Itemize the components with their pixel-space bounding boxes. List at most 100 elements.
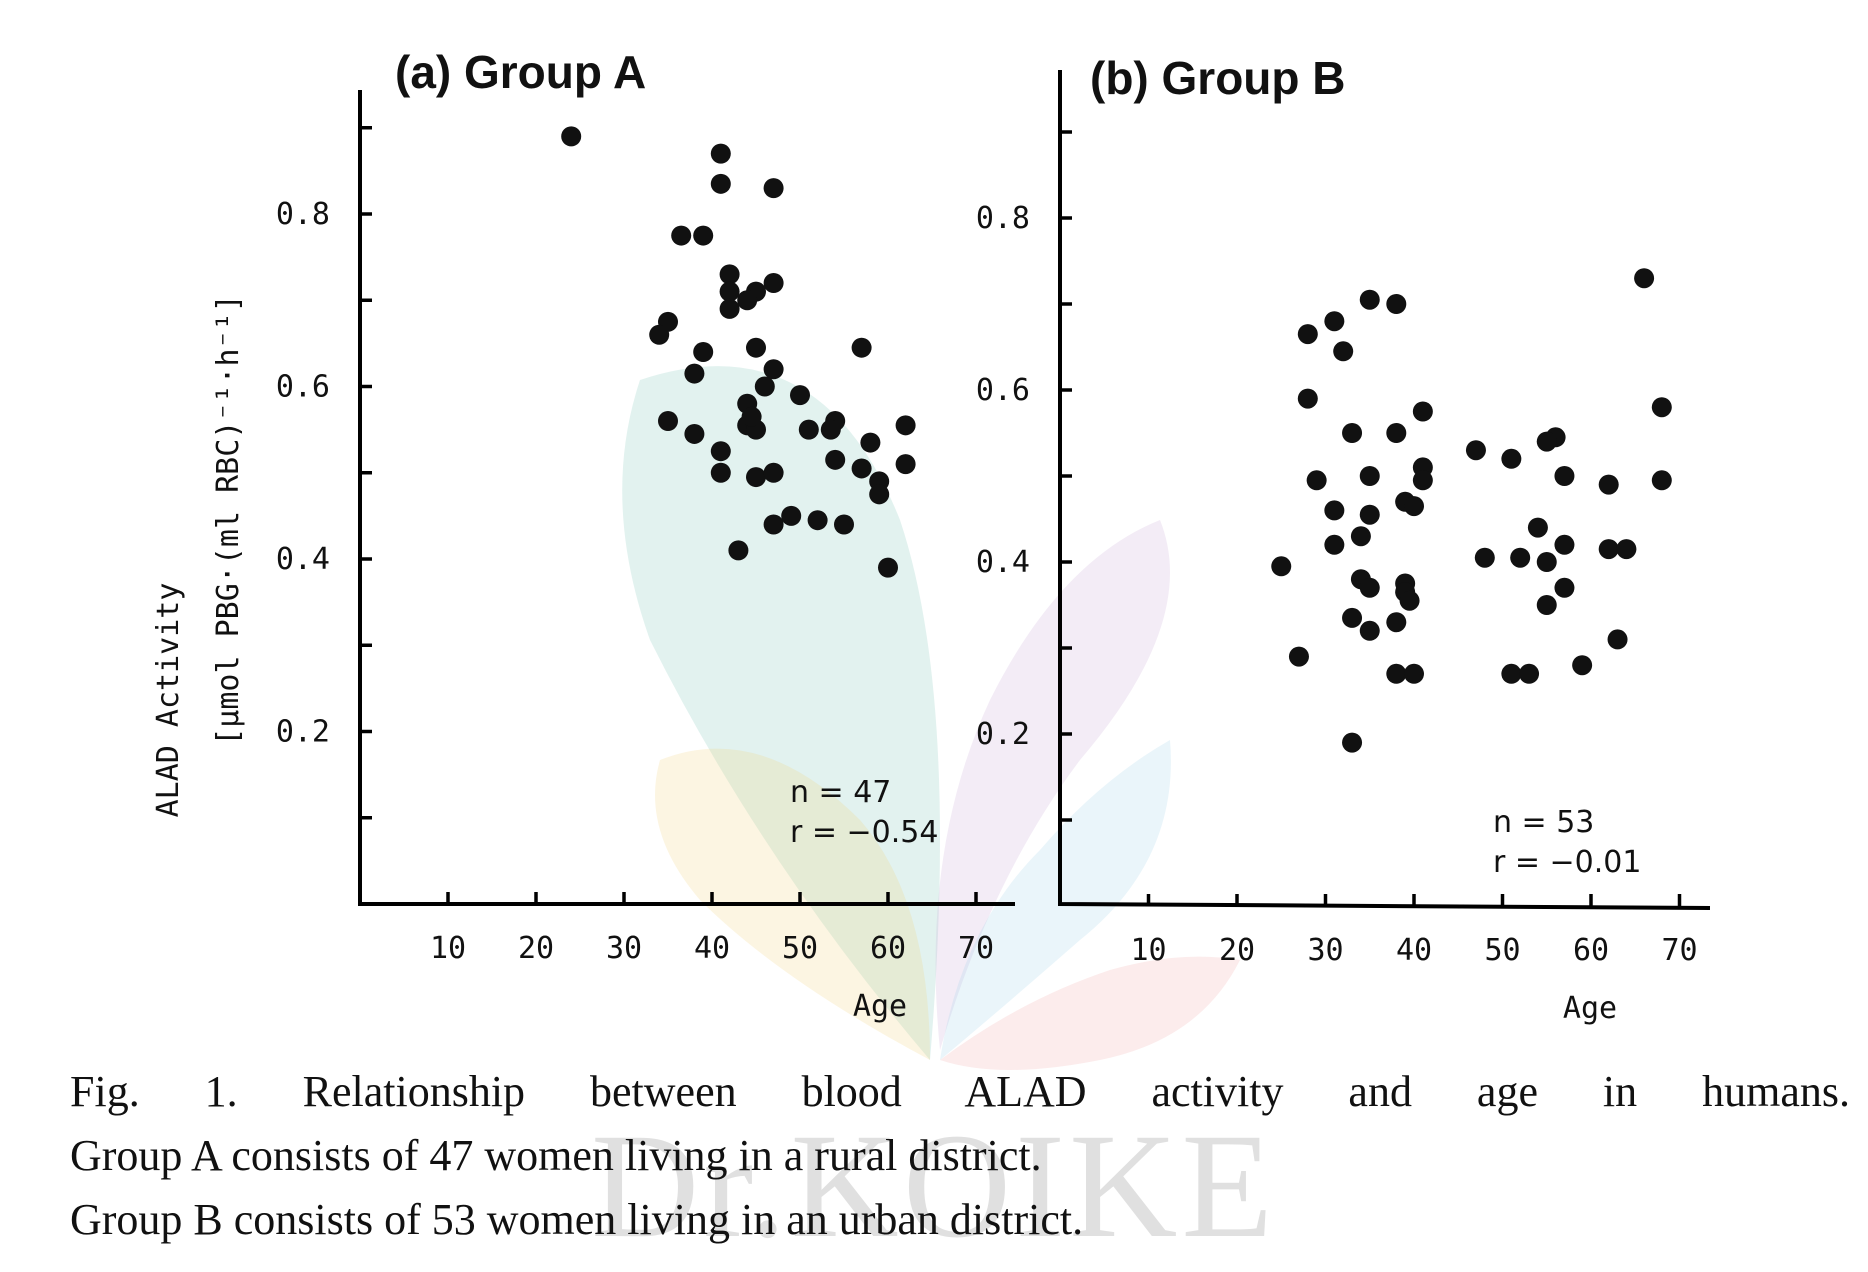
caption-line-2: Group A consists of 47 women living in a…: [70, 1131, 1042, 1180]
figure-caption: Fig. 1. Relationship between blood ALAD …: [70, 1060, 1850, 1252]
data-point: [710, 143, 731, 164]
data-point: [671, 225, 692, 246]
x-tick-label: 10: [430, 931, 466, 966]
data-point: [763, 359, 784, 380]
data-point: [878, 557, 898, 578]
data-point: [1536, 595, 1557, 615]
panel-a-n-label: n = 47: [790, 775, 891, 810]
panel-a-x-title: Age: [853, 989, 907, 1024]
data-point: [684, 363, 705, 384]
data-point: [1297, 324, 1318, 345]
x-tick-label: 10: [1130, 933, 1166, 968]
panel-b-r-label: r = −0.01: [1493, 845, 1641, 880]
data-point: [1386, 612, 1407, 633]
x-tick-label: 60: [870, 931, 906, 966]
x-tick-label: 50: [1484, 933, 1520, 968]
data-point: [1297, 388, 1318, 409]
panel-group-b: (b) Group B 0.20.40.60.8 10 20 30 40 50 60 70 …: [976, 52, 1711, 1026]
panel-a-x-axis: 10 20 30 40 50 60 70: [430, 892, 994, 966]
data-point: [1342, 423, 1363, 443]
y-axis-title: ALAD Activity: [151, 583, 186, 818]
data-point: [1651, 470, 1672, 491]
panel-b-y-axis: 0.2 0.4 0.6 0.8: [976, 130, 1072, 822]
data-point: [798, 419, 819, 440]
data-point: [1634, 268, 1655, 289]
x-tick-label: 30: [1307, 933, 1343, 968]
data-point: [1350, 526, 1371, 547]
data-point: [1501, 448, 1522, 469]
data-point: [895, 454, 916, 475]
data-point: [851, 337, 872, 358]
data-point: [1651, 397, 1672, 418]
x-tick-label: 50: [782, 931, 818, 966]
panel-a-points: [561, 126, 916, 578]
data-point: [869, 484, 890, 505]
data-point: [1536, 431, 1557, 452]
panel-b-axes: [1058, 70, 1711, 910]
panel-b-n-label: n = 53: [1493, 805, 1594, 840]
data-point: [1333, 341, 1354, 362]
x-tick-label: 70: [958, 931, 994, 966]
data-point: [851, 458, 872, 479]
data-point: [1404, 496, 1424, 517]
data-point: [658, 411, 678, 431]
data-point: [1342, 607, 1363, 628]
data-point: [1554, 534, 1575, 555]
data-point: [1554, 577, 1575, 598]
data-point: [1359, 504, 1380, 525]
data-point: [1359, 577, 1380, 598]
panel-b-title: (b) Group B: [1090, 52, 1346, 104]
x-tick-label: 40: [694, 931, 730, 966]
data-point: [1359, 289, 1380, 310]
data-point: [746, 337, 766, 358]
data-point: [1324, 311, 1345, 332]
data-point: [1474, 547, 1495, 568]
data-point: [1359, 620, 1380, 641]
data-point: [807, 510, 828, 531]
data-point: [710, 173, 731, 194]
y-axis-unit: [µmol PBG·(ml RBC)⁻¹·h⁻¹]: [211, 294, 246, 746]
data-point: [1527, 517, 1548, 538]
data-point: [763, 514, 784, 535]
data-point: [649, 324, 670, 345]
caption-line-1: Fig. 1. Relationship between blood ALAD …: [70, 1067, 1850, 1116]
data-point: [710, 441, 731, 462]
data-point: [1501, 663, 1522, 684]
data-point: [561, 126, 582, 147]
panel-b-x-axis: 10 20 30 40 50 60 70: [1130, 894, 1698, 968]
caption-line-3: Group B consists of 53 women living in a…: [70, 1195, 1084, 1244]
panel-b-points: [1271, 268, 1672, 753]
data-point: [746, 467, 766, 488]
data-point: [1324, 534, 1345, 555]
watermark-feathers-icon: [622, 366, 1240, 1070]
data-point: [790, 385, 810, 406]
panel-group-a: (a) Group A 0.20.40.60.8 10 20 30 40 50 60 70 …: [151, 46, 1015, 1024]
y-tick-label: 0.2: [976, 717, 1030, 752]
data-point: [719, 264, 740, 285]
data-point: [825, 449, 846, 470]
x-tick-label: 70: [1661, 933, 1697, 968]
panel-b-x-title: Age: [1563, 991, 1617, 1026]
data-point: [1510, 547, 1531, 568]
data-point: [693, 342, 714, 362]
y-tick-label: 0.8: [976, 201, 1030, 236]
data-point: [763, 273, 784, 293]
y-tick-label: 0.6: [276, 370, 330, 405]
data-point: [781, 505, 802, 526]
data-point: [763, 178, 784, 199]
x-tick-label: 20: [1219, 933, 1255, 968]
data-point: [860, 432, 881, 453]
data-point: [834, 514, 854, 535]
data-point: [1404, 663, 1424, 684]
x-tick-label: 40: [1396, 933, 1432, 968]
data-point: [1386, 423, 1407, 443]
data-point: [763, 462, 784, 483]
data-point: [1412, 401, 1433, 422]
data-point: [1536, 552, 1557, 572]
panel-a-title: (a) Group A: [395, 46, 646, 98]
y-tick-label: 0.2: [276, 715, 330, 750]
x-tick-label: 30: [606, 931, 642, 966]
data-point: [1386, 294, 1407, 314]
panel-a-r-label: r = −0.54: [790, 815, 938, 850]
